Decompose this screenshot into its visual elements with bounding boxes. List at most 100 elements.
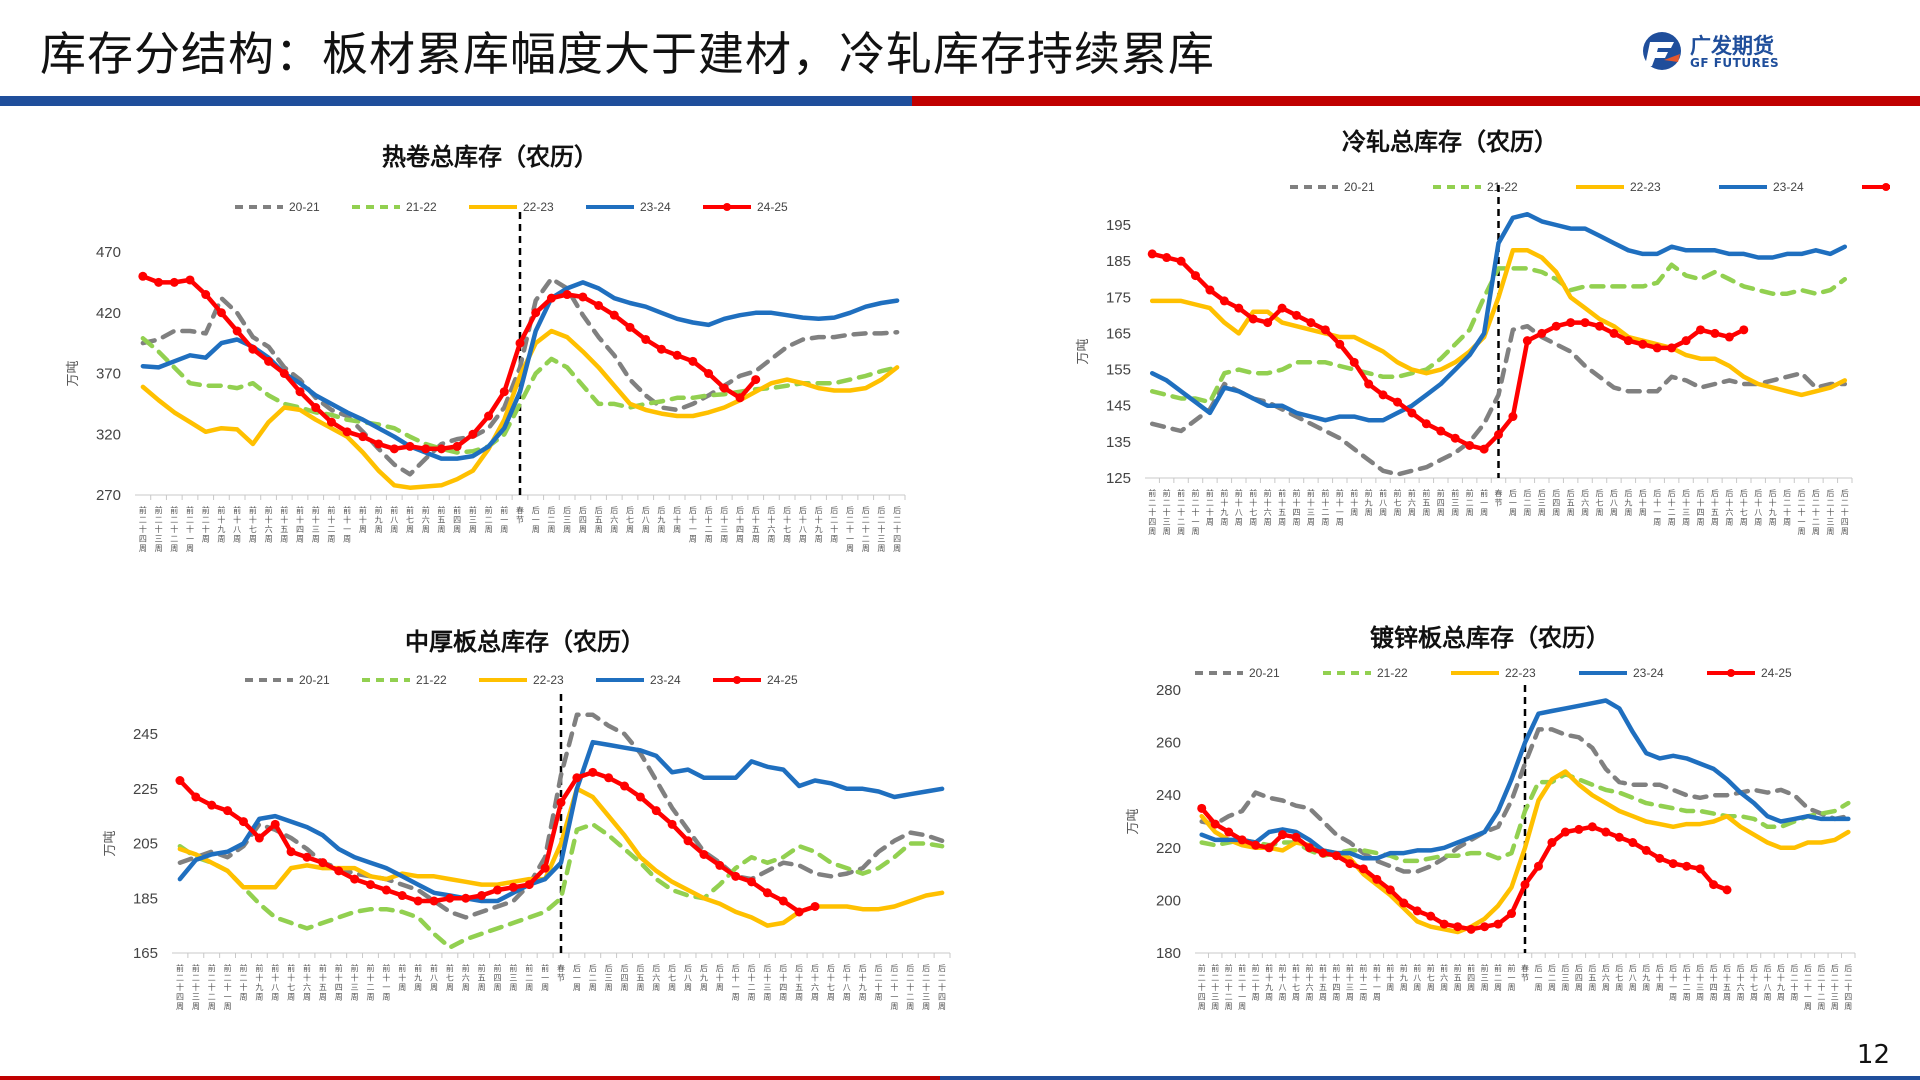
y-tick-label: 125 [1106, 470, 1131, 487]
x-tick-label: 后十五周 [752, 505, 760, 544]
data-point-24-25 [1480, 922, 1490, 932]
data-point-24-25 [1609, 328, 1619, 338]
legend-label: 22-23 [533, 673, 564, 687]
data-point-24-25 [358, 432, 368, 442]
x-tick-label: 后二十一周 [1804, 963, 1812, 1011]
data-point-24-25 [326, 417, 336, 427]
x-tick-label: 前二周 [1466, 488, 1474, 517]
series-line-23-24 [1199, 698, 1851, 861]
data-point-24-25 [216, 308, 226, 318]
x-tick-label: 前七周 [1427, 963, 1435, 992]
x-tick-label: 后十五周 [1723, 963, 1731, 1002]
data-point-24-25 [731, 871, 741, 881]
footer-divider-bar [0, 1076, 1920, 1080]
data-point-24-25 [635, 792, 645, 802]
x-tick-label: 前十四周 [1332, 963, 1340, 1002]
data-point-24-25 [1191, 271, 1200, 281]
x-tick-label: 前十周 [1350, 488, 1358, 517]
x-tick-label: 后十三周 [1696, 963, 1704, 1002]
data-point-24-25 [515, 338, 525, 348]
data-point-24-25 [578, 292, 588, 302]
x-tick-label: 后三周 [1538, 488, 1546, 517]
series-line-24-25 [1199, 806, 1730, 932]
data-point-24-25 [492, 885, 502, 895]
header-divider-red [912, 96, 1920, 106]
data-point-24-25 [1453, 922, 1463, 932]
x-tick-label: 前四周 [1467, 963, 1475, 992]
legend-marker [1727, 669, 1735, 677]
data-point-24-25 [1345, 859, 1355, 869]
x-tick-label: 后八周 [1629, 963, 1637, 992]
data-point-24-25 [461, 893, 471, 903]
data-point-24-25 [1522, 336, 1532, 346]
x-tick-label: 后一周 [1509, 488, 1517, 517]
x-tick-label: 前九周 [414, 963, 422, 992]
series-line-21-22 [177, 822, 945, 950]
data-point-24-25 [1724, 332, 1734, 342]
data-point-24-25 [389, 444, 399, 454]
x-tick-label: 前十七周 [249, 505, 257, 544]
x-tick-label: 前十九周 [255, 963, 263, 1002]
legend-label: 21-22 [416, 673, 447, 687]
x-tick-label: 后二十一周 [846, 505, 854, 553]
x-tick-label: 后四周 [1575, 963, 1583, 992]
y-tick-label: 260 [1156, 735, 1181, 752]
legend-label: 22-23 [523, 200, 554, 214]
x-tick-label: 后十七周 [783, 505, 791, 544]
x-tick-label: 春节 [1521, 963, 1529, 983]
data-point-24-25 [169, 277, 179, 287]
data-point-24-25 [154, 277, 164, 287]
data-point-24-25 [1479, 444, 1489, 454]
x-tick-label: 后二十四周 [893, 505, 901, 553]
x-tick-label: 后九周 [657, 505, 665, 534]
gf-futures-logo [1643, 32, 1681, 70]
data-point-24-25 [1205, 285, 1215, 295]
x-tick-label: 后十三周 [720, 505, 728, 544]
data-point-24-25 [594, 300, 604, 310]
x-tick-label: 后三周 [1561, 963, 1569, 992]
x-tick-label: 前十一周 [343, 505, 351, 544]
data-point-24-25 [175, 776, 185, 786]
x-tick-label: 前七周 [406, 505, 414, 534]
x-tick-label: 前二十四周 [176, 963, 184, 1011]
data-point-24-25 [264, 356, 274, 366]
data-point-24-25 [1574, 824, 1584, 834]
series-line-22-23 [1149, 248, 1848, 398]
data-point-24-25 [254, 833, 264, 843]
x-tick-label: 后十一周 [1669, 963, 1677, 1002]
x-tick-label: 后九周 [1624, 488, 1632, 517]
data-point-24-25 [1628, 838, 1638, 848]
legend-label: 21-22 [1487, 180, 1518, 194]
data-point-24-25 [1668, 859, 1678, 869]
x-tick-label: 前十二周 [1321, 488, 1329, 527]
x-tick-label: 后十九周 [815, 505, 823, 544]
data-point-24-25 [1210, 819, 1220, 829]
series-line-23-24 [1149, 211, 1848, 423]
chart-title: 热卷总库存（农历） [382, 142, 598, 171]
x-tick-label: 前八周 [430, 963, 438, 992]
y-tick-label: 145 [1106, 398, 1131, 415]
series-line-21-22 [140, 336, 900, 455]
data-point-24-25 [683, 836, 693, 846]
x-tick-label: 后十七周 [1740, 488, 1748, 527]
data-point-24-25 [1291, 832, 1301, 842]
y-tick-label: 155 [1106, 362, 1131, 379]
data-point-24-25 [1587, 822, 1597, 832]
y-tick-label: 420 [96, 305, 121, 322]
y-tick-label: 165 [133, 945, 158, 962]
chart-medium-plate: 中厚板总库存（农历） 20-21 21-22 22-23 23-24 24-25 万吨 165… [70, 624, 960, 1034]
x-tick-label: 后二十周 [1783, 488, 1791, 527]
data-point-24-25 [405, 441, 415, 451]
data-point-24-25 [468, 429, 478, 439]
x-tick-label: 前二十三周 [1163, 488, 1171, 536]
x-tick-label: 后十周 [673, 505, 681, 534]
x-tick-label: 前五周 [437, 505, 445, 534]
data-point-24-25 [397, 891, 407, 901]
x-tick-label: 前十六周 [303, 963, 311, 1002]
x-tick-label: 后二十三周 [1826, 488, 1834, 536]
x-tick-label: 前二周 [1494, 963, 1502, 992]
chart-hot-rolled: 热卷总库存（农历） 20-21 21-22 22-23 23-24 24-25 万吨 270 3… [30, 140, 930, 570]
data-point-24-25 [1393, 397, 1402, 407]
legend-marker [733, 676, 741, 684]
